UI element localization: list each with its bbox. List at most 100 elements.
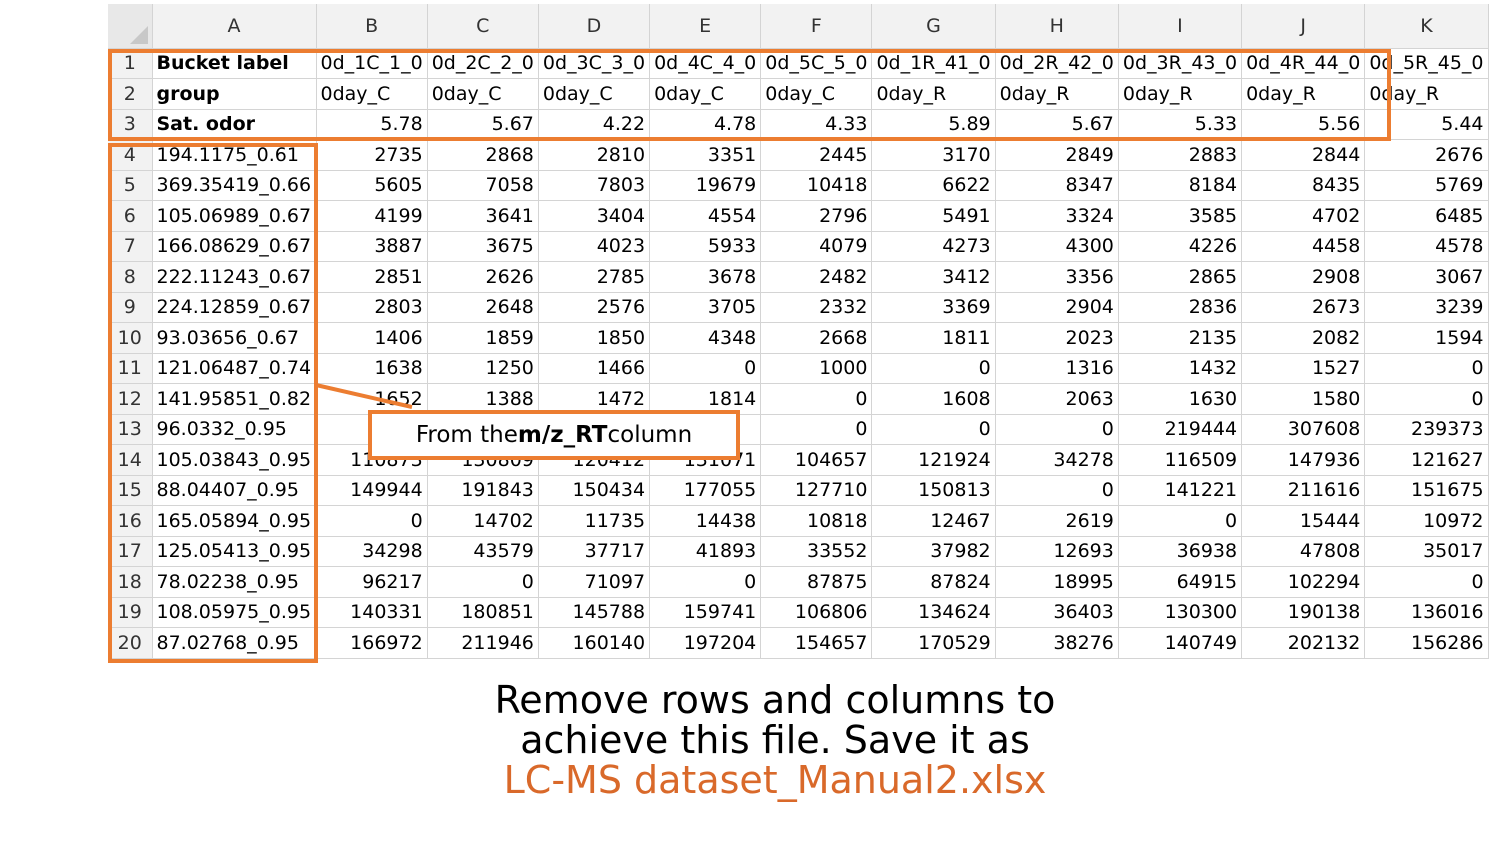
cell[interactable]: 239373	[1364, 414, 1489, 445]
cell[interactable]: 2619	[995, 505, 1119, 537]
cell[interactable]: 1432	[1118, 353, 1243, 384]
column-header-e[interactable]: E	[649, 4, 762, 49]
cell[interactable]: 130300	[1118, 597, 1243, 628]
cell[interactable]: 34278	[995, 444, 1119, 476]
cell[interactable]: 0d_1R_41_0	[871, 48, 996, 79]
cell[interactable]: 105.03843_0.95	[152, 444, 317, 476]
cell[interactable]: 104657	[760, 444, 873, 476]
cell[interactable]: 3351	[649, 139, 762, 171]
cell[interactable]: 2576	[538, 292, 651, 323]
cell[interactable]: 108.05975_0.95	[152, 597, 317, 628]
cell[interactable]: 127710	[760, 475, 873, 506]
cell[interactable]: 7803	[538, 170, 651, 201]
cell[interactable]: 2865	[1118, 261, 1243, 293]
cell[interactable]: 121.06487_0.74	[152, 353, 317, 384]
cell[interactable]: 18995	[995, 566, 1119, 598]
cell[interactable]: 2135	[1118, 322, 1243, 354]
row-number[interactable]: 12	[108, 383, 153, 415]
row-number[interactable]: 9	[108, 292, 153, 323]
cell[interactable]: 0d_1C_1_0	[316, 48, 428, 79]
column-header-h[interactable]: H	[995, 4, 1119, 49]
cell[interactable]: 5769	[1364, 170, 1489, 201]
cell[interactable]: 4079	[760, 231, 873, 262]
cell[interactable]: 3324	[995, 200, 1119, 232]
cell[interactable]: 8184	[1118, 170, 1243, 201]
cell[interactable]: 87.02768_0.95	[152, 627, 317, 659]
cell[interactable]: 37982	[871, 536, 996, 567]
cell[interactable]: 3356	[995, 261, 1119, 293]
cell[interactable]: 47808	[1241, 536, 1366, 567]
cell[interactable]: 4300	[995, 231, 1119, 262]
select-all-corner[interactable]	[108, 4, 153, 49]
cell[interactable]: 2851	[316, 261, 428, 293]
cell[interactable]: 7058	[427, 170, 539, 201]
cell[interactable]: 5933	[649, 231, 762, 262]
cell[interactable]: 10818	[760, 505, 873, 537]
cell[interactable]: 3412	[871, 261, 996, 293]
row-number[interactable]: 17	[108, 536, 153, 567]
cell[interactable]: 5.56	[1241, 109, 1366, 140]
cell[interactable]: Bucket label	[152, 48, 317, 79]
cell[interactable]: 6622	[871, 170, 996, 201]
cell[interactable]: 3678	[649, 261, 762, 293]
cell[interactable]: 71097	[538, 566, 651, 598]
cell[interactable]: 2810	[538, 139, 651, 171]
cell[interactable]: 121627	[1364, 444, 1489, 476]
cell[interactable]: 170529	[871, 627, 996, 659]
cell[interactable]: 0d_3R_43_0	[1118, 48, 1243, 79]
cell[interactable]: 0	[871, 353, 996, 384]
row-number[interactable]: 16	[108, 505, 153, 537]
cell[interactable]: 4702	[1241, 200, 1366, 232]
cell[interactable]: 96217	[316, 566, 428, 598]
cell[interactable]: 0d_5R_45_0	[1364, 48, 1489, 79]
cell[interactable]: 1316	[995, 353, 1119, 384]
cell[interactable]: 4226	[1118, 231, 1243, 262]
cell[interactable]: 2844	[1241, 139, 1366, 171]
cell[interactable]: 2626	[427, 261, 539, 293]
cell[interactable]: 5491	[871, 200, 996, 232]
cell[interactable]: 134624	[871, 597, 996, 628]
column-header-c[interactable]: C	[427, 4, 539, 49]
cell[interactable]: 102294	[1241, 566, 1366, 598]
cell[interactable]: 0d_4C_4_0	[649, 48, 762, 79]
cell[interactable]: 160140	[538, 627, 651, 659]
cell[interactable]: 96.0332_0.95	[152, 414, 317, 445]
cell[interactable]: 150434	[538, 475, 651, 506]
cell[interactable]: 136016	[1364, 597, 1489, 628]
cell[interactable]: 105.06989_0.67	[152, 200, 317, 232]
cell[interactable]: 3369	[871, 292, 996, 323]
cell[interactable]: 0day_C	[316, 78, 428, 110]
cell[interactable]: 2063	[995, 383, 1119, 415]
cell[interactable]: 0	[1364, 353, 1489, 384]
cell[interactable]: 0	[427, 566, 539, 598]
cell[interactable]: 156286	[1364, 627, 1489, 659]
cell[interactable]: group	[152, 78, 317, 110]
row-number[interactable]: 2	[108, 78, 153, 110]
cell[interactable]: 64915	[1118, 566, 1243, 598]
cell[interactable]: 0	[649, 353, 762, 384]
cell[interactable]: 202132	[1241, 627, 1366, 659]
cell[interactable]: 177055	[649, 475, 762, 506]
cell[interactable]: 1466	[538, 353, 651, 384]
cell[interactable]: 140749	[1118, 627, 1243, 659]
cell[interactable]: 1850	[538, 322, 651, 354]
cell[interactable]: 224.12859_0.67	[152, 292, 317, 323]
cell[interactable]: 2482	[760, 261, 873, 293]
cell[interactable]: 37717	[538, 536, 651, 567]
row-number[interactable]: 18	[108, 566, 153, 598]
cell[interactable]: 211616	[1241, 475, 1366, 506]
cell[interactable]: 2796	[760, 200, 873, 232]
cell[interactable]: 190138	[1241, 597, 1366, 628]
cell[interactable]: 0d_3C_3_0	[538, 48, 651, 79]
column-header-f[interactable]: F	[760, 4, 873, 49]
row-number[interactable]: 13	[108, 414, 153, 445]
cell[interactable]: 5.67	[995, 109, 1119, 140]
cell[interactable]: 36403	[995, 597, 1119, 628]
cell[interactable]: 2836	[1118, 292, 1243, 323]
cell[interactable]: 93.03656_0.67	[152, 322, 317, 354]
cell[interactable]: 0day_R	[871, 78, 996, 110]
cell[interactable]: 4458	[1241, 231, 1366, 262]
cell[interactable]: 141221	[1118, 475, 1243, 506]
cell[interactable]: 3705	[649, 292, 762, 323]
cell[interactable]: 1638	[316, 353, 428, 384]
